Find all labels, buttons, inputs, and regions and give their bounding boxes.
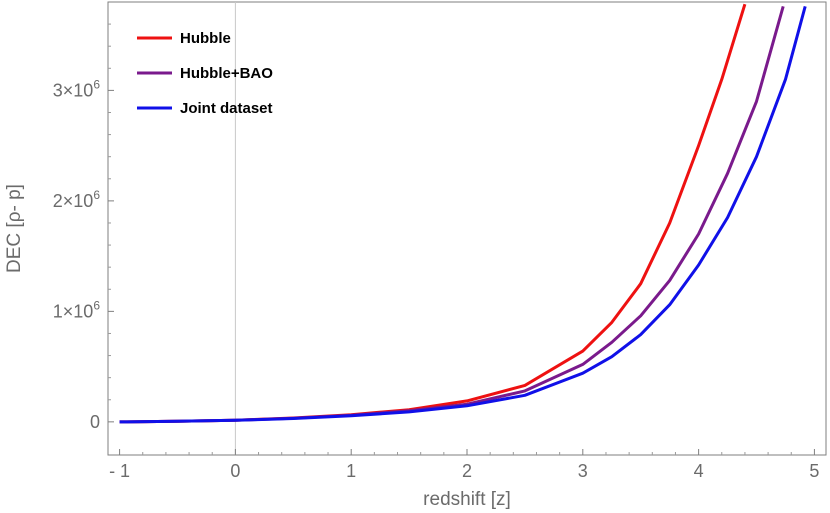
x-tick-label: - 1	[109, 461, 130, 481]
x-tick-label: 2	[462, 461, 472, 481]
series-layer	[119, 3, 807, 424]
legend-label: Joint dataset	[180, 100, 273, 117]
x-axis-title: redshift [z]	[423, 489, 511, 510]
legend: Hubble Hubble+BAO Joint dataset	[137, 30, 273, 117]
x-tick-label: 3	[578, 461, 588, 481]
x-tick-label: 4	[694, 461, 704, 481]
ticks-layer: - 1 0 1 2 3 4 5 0 1×106 2×106 3×106	[53, 23, 819, 481]
x-tick-label: 1	[346, 461, 356, 481]
x-tick-label: 5	[809, 461, 819, 481]
y-axis-title: DEC [ρ- p]	[4, 184, 25, 273]
legend-label: Hubble+BAO	[180, 65, 273, 82]
legend-label: Hubble	[180, 30, 231, 47]
y-tick-label: 0	[90, 412, 100, 432]
y-tick-label: 1×106	[53, 298, 101, 321]
series-line	[119, 6, 807, 424]
x-tick-label: 0	[230, 461, 240, 481]
y-tick-label: 2×106	[53, 188, 101, 211]
y-tick-label: 3×106	[53, 77, 101, 100]
